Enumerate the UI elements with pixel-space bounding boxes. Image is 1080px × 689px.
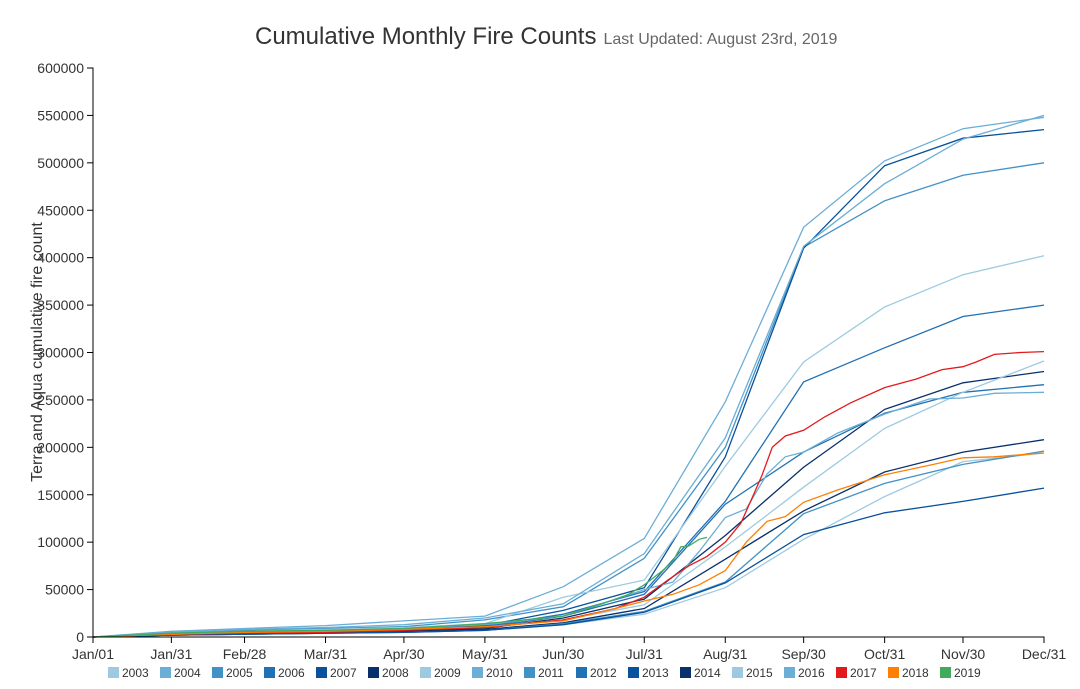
legend-label: 2003 (122, 666, 149, 680)
series-line-2019 (92, 536, 708, 638)
series-line-2004 (92, 116, 1045, 638)
legend-swatch (420, 667, 431, 678)
series-line-2008 (92, 439, 1045, 638)
legend-label: 2013 (642, 666, 669, 680)
y-tick-label: 0 (76, 629, 84, 645)
legend-swatch (212, 667, 223, 678)
chart-title: Cumulative Monthly Fire Counts Last Upda… (255, 23, 838, 50)
x-tick-label: Nov/30 (941, 646, 986, 662)
legend-label: 2005 (226, 666, 253, 680)
legend-item-2017[interactable]: 2017 (836, 666, 877, 680)
legend-swatch (680, 667, 691, 678)
series-line-2018 (92, 452, 1045, 638)
y-tick-label: 450000 (37, 202, 84, 218)
legend-label: 2015 (746, 666, 773, 680)
legend-item-2018[interactable]: 2018 (888, 666, 929, 680)
legend-item-2006[interactable]: 2006 (264, 666, 305, 680)
series-line-2009 (92, 255, 1045, 638)
x-tick-label: Jul/31 (626, 646, 664, 662)
legend-item-2008[interactable]: 2008 (368, 666, 409, 680)
y-axis-label: Terra and Aqua cumulative fire count (29, 222, 46, 482)
legend-label: 2006 (278, 666, 305, 680)
series-line-2005 (92, 162, 1045, 638)
legend-swatch (836, 667, 847, 678)
x-tick-label: Jan/01 (72, 646, 114, 662)
legend-label: 2014 (694, 666, 721, 680)
x-tick-label: Sep/30 (781, 646, 826, 662)
x-tick-label: Dec/31 (1022, 646, 1067, 662)
legend-item-2010[interactable]: 2010 (472, 666, 513, 680)
legend-label: 2010 (486, 666, 513, 680)
legend-label: 2007 (330, 666, 357, 680)
legend-item-2013[interactable]: 2013 (628, 666, 669, 680)
legend-label: 2016 (798, 666, 825, 680)
legend-item-2007[interactable]: 2007 (316, 666, 357, 680)
y-tick-label: 350000 (37, 297, 84, 313)
legend-item-2015[interactable]: 2015 (732, 666, 773, 680)
y-tick-label: 400000 (37, 250, 84, 266)
legend-swatch (888, 667, 899, 678)
legend-item-2011[interactable]: 2011 (524, 666, 564, 680)
x-axis-line (92, 636, 1045, 643)
series-lines (92, 114, 1045, 638)
legend-label: 2012 (590, 666, 617, 680)
x-tick-label: Feb/28 (223, 646, 267, 662)
legend: 2003 2004 2005 2006 2007 2008 2009 2010 2011 2012… (108, 666, 981, 680)
legend-label: 2019 (954, 666, 981, 680)
x-tick-label: Jan/31 (150, 646, 192, 662)
x-tick-label: May/31 (462, 646, 508, 662)
x-tick-label: Mar/31 (304, 646, 348, 662)
legend-swatch (628, 667, 639, 678)
legend-item-2016[interactable]: 2016 (784, 666, 825, 680)
legend-swatch (108, 667, 119, 678)
y-tick-label: 550000 (37, 107, 84, 123)
legend-label: 2009 (434, 666, 461, 680)
y-tick-label: 600000 (37, 60, 84, 76)
legend-swatch (160, 667, 171, 678)
legend-item-2004[interactable]: 2004 (160, 666, 201, 680)
legend-item-2009[interactable]: 2009 (420, 666, 461, 680)
legend-item-2014[interactable]: 2014 (680, 666, 721, 680)
y-tick-label: 150000 (37, 487, 84, 503)
legend-item-2019[interactable]: 2019 (940, 666, 981, 680)
y-tick-label: 250000 (37, 392, 84, 408)
legend-swatch (732, 667, 743, 678)
legend-swatch (576, 667, 587, 678)
x-axis: Jan/01 Jan/31 Feb/28 Mar/31 Apr/30 May/31 Jun/… (72, 636, 1067, 662)
y-tick-label: 50000 (45, 582, 84, 598)
legend-label: 2018 (902, 666, 929, 680)
series-line-2013 (92, 487, 1045, 638)
legend-label: 2011 (538, 666, 564, 680)
legend-label: 2017 (850, 666, 877, 680)
legend-swatch (524, 667, 535, 678)
series-line-2014 (92, 370, 1045, 638)
legend-item-2003[interactable]: 2003 (108, 666, 149, 680)
x-tick-label: Apr/30 (383, 646, 424, 662)
series-line-2010 (92, 114, 1045, 638)
legend-swatch (472, 667, 483, 678)
legend-item-2005[interactable]: 2005 (212, 666, 253, 680)
x-tick-label: Oct/31 (864, 646, 905, 662)
legend-label: 2008 (382, 666, 409, 680)
legend-swatch (264, 667, 275, 678)
y-tick-label: 200000 (37, 439, 84, 455)
series-line-2017 (92, 350, 1045, 638)
x-tick-label: Jun/30 (542, 646, 584, 662)
chart-subtitle: Last Updated: August 23rd, 2019 (604, 31, 838, 48)
legend-swatch (368, 667, 379, 678)
legend-item-2012[interactable]: 2012 (576, 666, 617, 680)
y-axis: 0 50000 100000 150000 200000 250000 300000 3500… (37, 60, 94, 645)
legend-swatch (784, 667, 795, 678)
y-tick-label: 100000 (37, 534, 84, 550)
y-tick-label: 300000 (37, 345, 84, 361)
legend-label: 2004 (174, 666, 201, 680)
legend-swatch (940, 667, 951, 678)
x-tick-label: Aug/31 (703, 646, 748, 662)
legend-swatch (316, 667, 327, 678)
chart-title-main: Cumulative Monthly Fire Counts (255, 23, 596, 50)
y-tick-label: 500000 (37, 155, 84, 171)
